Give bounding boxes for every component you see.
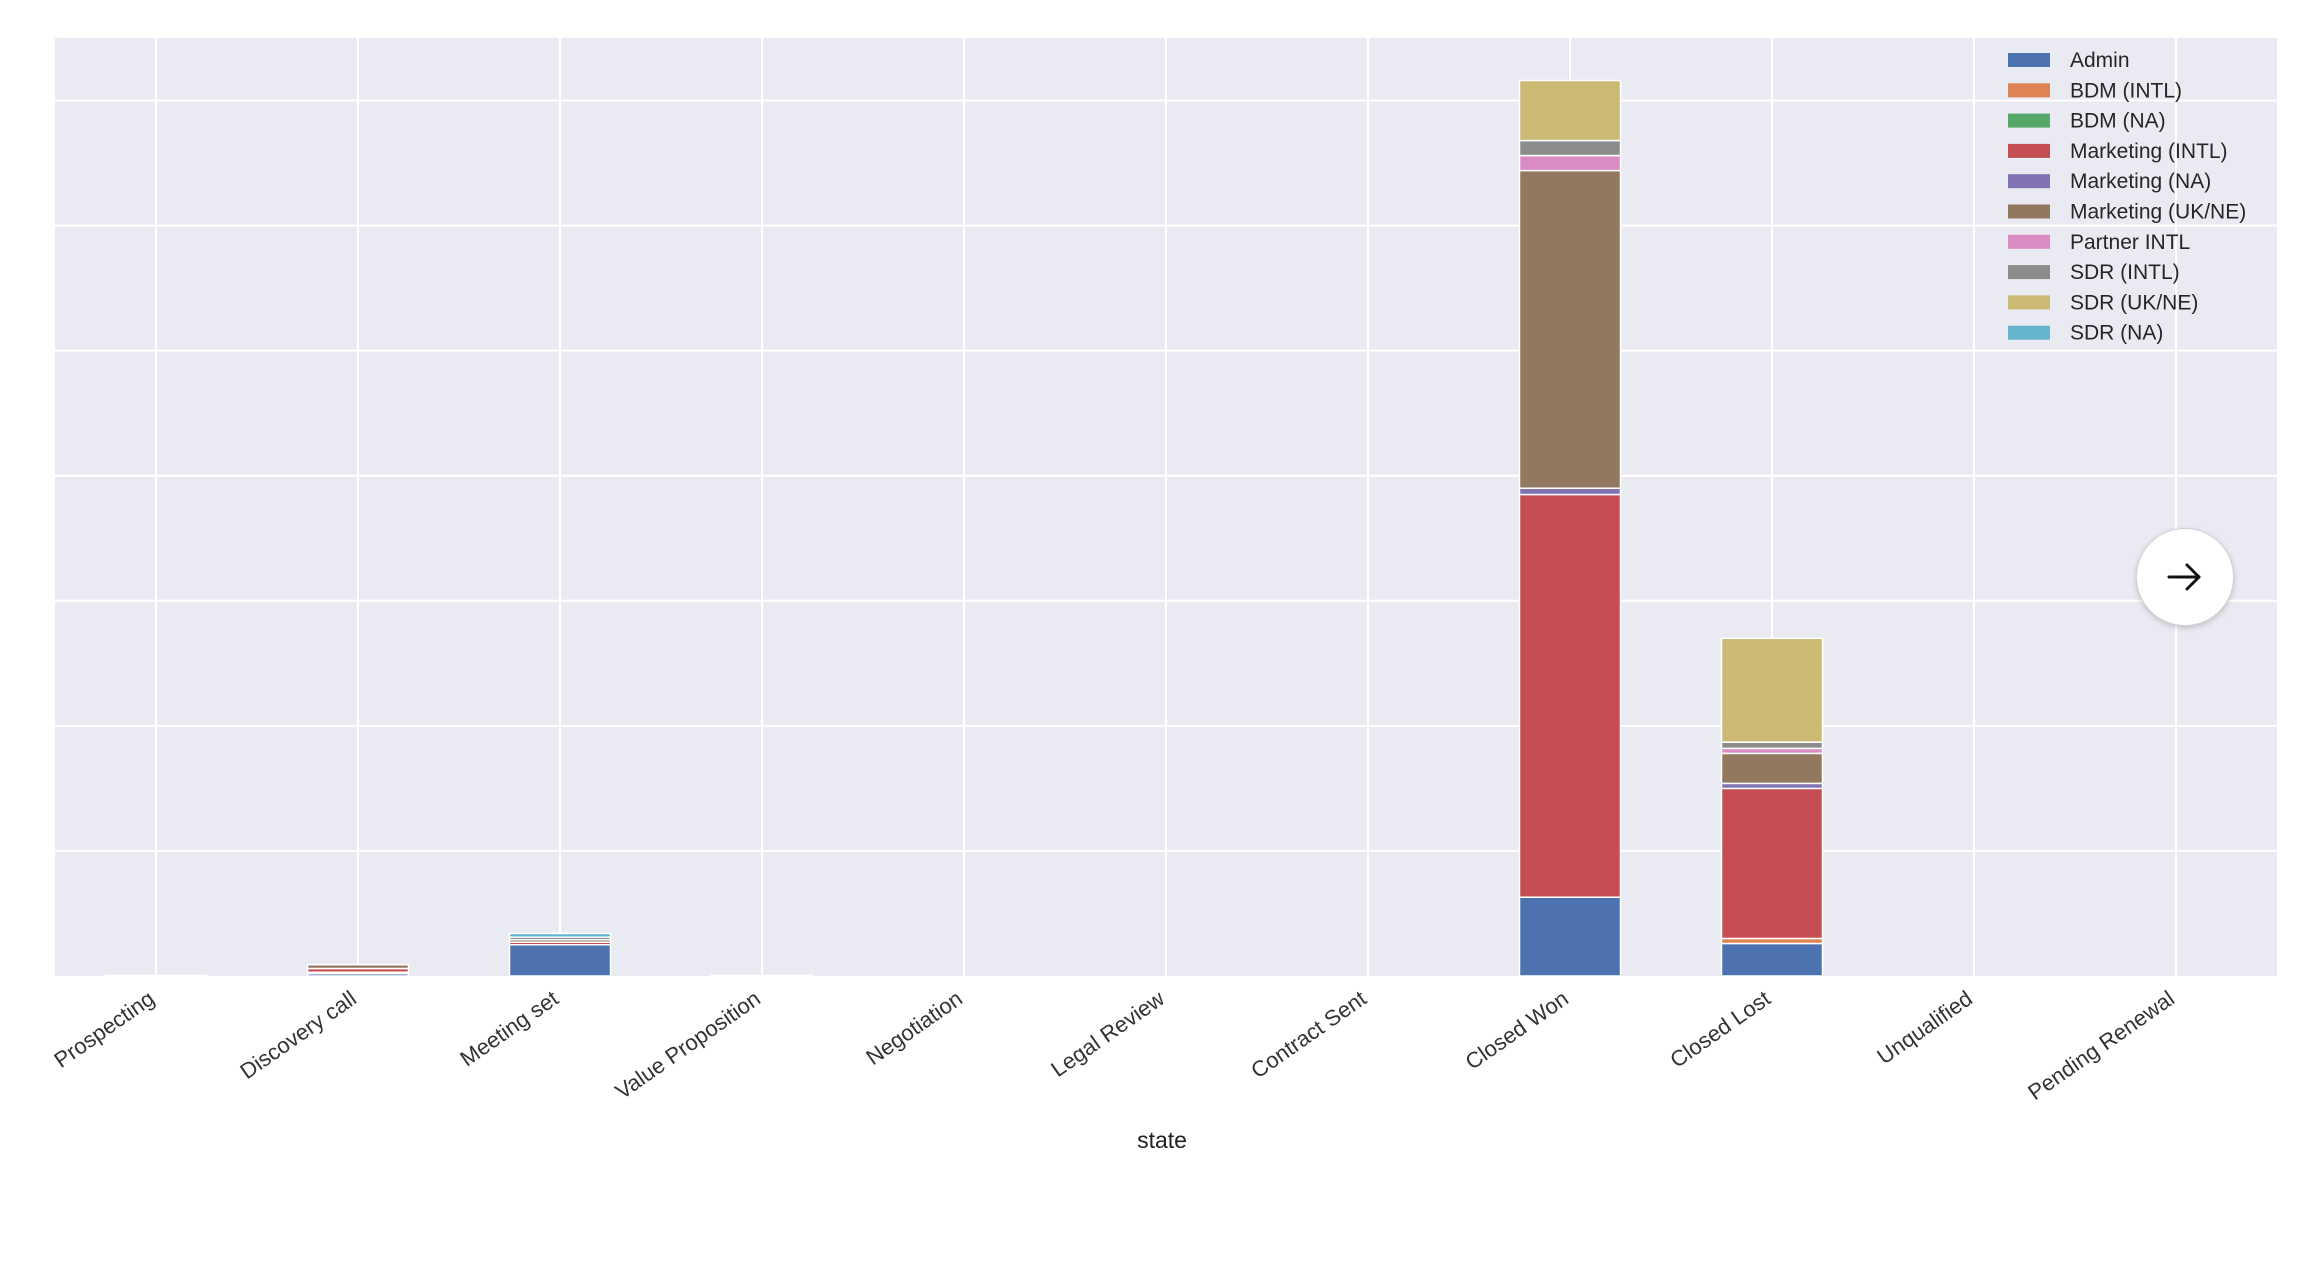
legend-label: SDR (INTL) bbox=[2070, 261, 2180, 284]
bar-segment bbox=[710, 974, 814, 978]
bar-segment bbox=[1518, 169, 1622, 489]
x-tick-label: Meeting set bbox=[455, 986, 563, 1072]
bar-segment bbox=[1518, 154, 1622, 172]
bars bbox=[104, 79, 1824, 978]
arrow-right-icon bbox=[2167, 563, 2201, 591]
legend-label: SDR (UK/NE) bbox=[2070, 291, 2198, 314]
bar-segment bbox=[508, 943, 612, 977]
legend-label: Partner INTL bbox=[2070, 231, 2190, 254]
x-tick-label: Contract Sent bbox=[1246, 986, 1371, 1084]
x-tick-label: Legal Review bbox=[1046, 986, 1169, 1082]
legend-swatch bbox=[2008, 83, 2050, 98]
bar-segment bbox=[1518, 896, 1622, 977]
bar-segment bbox=[1518, 493, 1622, 898]
legend-swatch bbox=[2008, 204, 2050, 219]
next-arrow-button[interactable] bbox=[2136, 528, 2234, 626]
legend-label: SDR (NA) bbox=[2070, 322, 2163, 345]
legend-label: BDM (INTL) bbox=[2070, 79, 2182, 102]
bar-segment bbox=[1720, 942, 1824, 977]
bar-segment bbox=[1720, 782, 1824, 790]
legend-swatch bbox=[2008, 53, 2050, 67]
legend: Admin BDM (INTL) BDM (NA) Marketing (INTL) M… bbox=[2008, 49, 2246, 345]
bar-segment bbox=[306, 963, 410, 970]
bar-segment bbox=[1720, 787, 1824, 940]
legend-swatch bbox=[2008, 295, 2050, 310]
bar-segment bbox=[1518, 487, 1622, 496]
bar-segment bbox=[1518, 79, 1622, 142]
x-tick-label: Closed Won bbox=[1461, 986, 1573, 1075]
x-tick-label: Closed Lost bbox=[1665, 986, 1775, 1073]
legend-label: Marketing (UK/NE) bbox=[2070, 201, 2246, 224]
legend-label: Admin bbox=[2070, 49, 2130, 72]
legend-swatch bbox=[2008, 143, 2050, 158]
legend-swatch bbox=[2008, 174, 2050, 189]
bar-segment bbox=[1720, 747, 1824, 755]
legend-swatch bbox=[2008, 325, 2050, 340]
bar-segment bbox=[1518, 139, 1622, 157]
legend-label: Marketing (INTL) bbox=[2070, 140, 2228, 163]
x-tick-label: Pending Renewal bbox=[2023, 986, 2179, 1105]
legend-swatch bbox=[2008, 113, 2050, 128]
x-tick-label: Prospecting bbox=[49, 986, 159, 1073]
bar-segment bbox=[1720, 741, 1824, 750]
legend-label: BDM (NA) bbox=[2070, 110, 2166, 133]
legend-swatch bbox=[2008, 265, 2050, 280]
bar-segment bbox=[1720, 937, 1824, 945]
x-axis-label: state bbox=[1137, 1127, 1187, 1153]
x-tick-label: Value Proposition bbox=[611, 986, 765, 1104]
bar-segment bbox=[1720, 752, 1824, 785]
x-tick-label: Discovery call bbox=[235, 986, 361, 1084]
bar-segment bbox=[1720, 637, 1824, 743]
legend-label: Marketing (NA) bbox=[2070, 170, 2211, 193]
bar-segment bbox=[508, 932, 612, 938]
x-tick-label: Negotiation bbox=[861, 986, 967, 1070]
legend-swatch bbox=[2008, 234, 2050, 249]
bar-segment bbox=[104, 974, 208, 978]
x-tick-label: Unqualified bbox=[1872, 986, 1977, 1070]
x-tick-labels: Prospecting Discovery call Meeting set Valu… bbox=[49, 986, 2179, 1105]
